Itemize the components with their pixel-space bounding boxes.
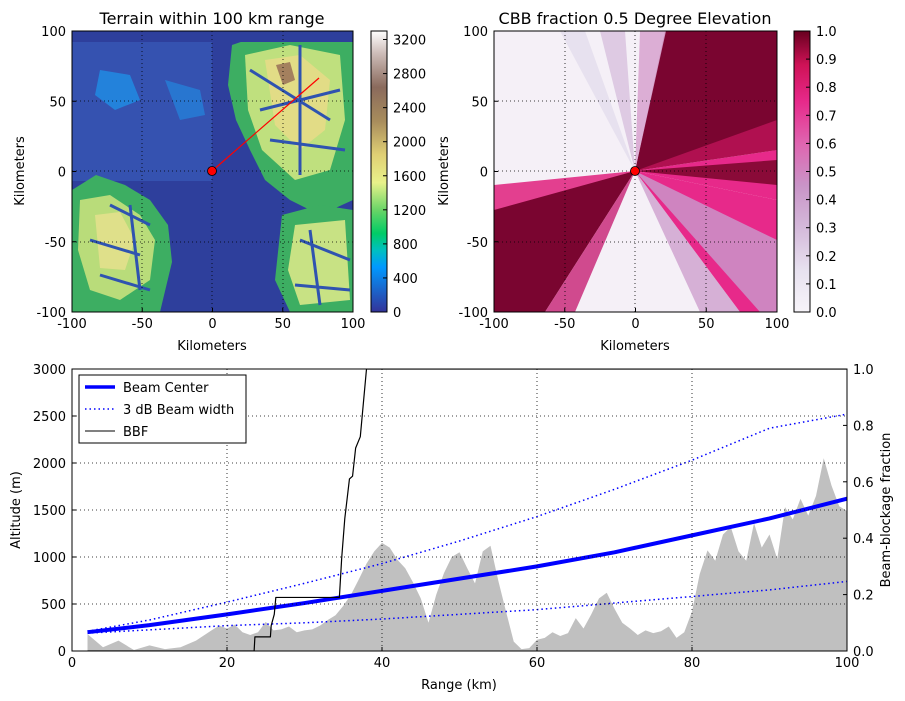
y-tick-label: 50 (471, 95, 488, 110)
profile-ylabel: Altitude (m) (9, 471, 24, 549)
colorbar-tick-label: 0.0 (816, 306, 837, 321)
colorbar-tick-label: 0.7 (816, 109, 837, 124)
colorbar-tick-label: 0.6 (816, 137, 837, 152)
legend: Beam Center 3 dB Beam width BBF (78, 374, 247, 444)
profile-axis-ticks: 0 20 40 60 80 1000500100015002000250030000.00… (33, 363, 874, 671)
x-tick-label: -50 (554, 317, 575, 332)
radar-site-marker (207, 166, 217, 176)
beam-center-line (87, 496, 847, 635)
profile-line (211, 77, 320, 172)
y-tick-label: -50 (45, 236, 66, 251)
colorbar-tick-label: 0.2 (816, 250, 837, 265)
cbb-panel: CBB fraction 0.5 Degree Elevation -100 -5… (437, 9, 837, 354)
cbb-title: CBB fraction 0.5 Degree Elevation (499, 9, 772, 28)
y-tick-label: 100 (463, 25, 488, 40)
colorbar-tick-label: 1.0 (816, 25, 837, 40)
legend-label-beam-width: 3 dB Beam width (123, 403, 234, 418)
x-tick-label: 40 (374, 656, 391, 671)
beam-width-lower-line (87, 580, 847, 634)
beam-lines (87, 369, 847, 651)
cbb-radar-site-marker (630, 166, 640, 176)
beam-profile-panel: 0 20 40 60 80 1000500100015002000250030000.00… (9, 363, 894, 693)
colorbar-tick-label: 1200 (393, 204, 426, 219)
x-tick-label: 80 (684, 656, 701, 671)
y2-tick-label: 1.0 (853, 363, 874, 378)
y2-tick-label: 0.2 (853, 589, 874, 604)
terrain-xlabel: Kilometers (177, 339, 247, 354)
x-tick-label: 0 (208, 317, 216, 332)
y-tick-label: 50 (49, 95, 66, 110)
legend-label-beam-center: Beam Center (123, 381, 209, 396)
x-tick-label: 100 (835, 656, 860, 671)
colorbar-tick-label: 800 (393, 238, 418, 253)
x-tick-label: 50 (698, 317, 715, 332)
colorbar-tick-label: 3200 (393, 34, 426, 49)
cbb-southwest-block (494, 171, 635, 312)
y-tick-label: -100 (458, 306, 488, 321)
colorbar-tick-label: 0.1 (816, 278, 837, 293)
x-tick-label: 100 (765, 317, 790, 332)
terrain-panel: Terrain within 100 km range (13, 9, 426, 354)
terrain-axis-ticks: -100 -50 0 50 100 -100 -50 0 50 100 (36, 25, 365, 332)
y-tick-label: 1000 (33, 551, 66, 566)
x-tick-label: -50 (132, 317, 153, 332)
y2-tick-label: 0.8 (853, 419, 874, 434)
y-tick-label: 2000 (33, 457, 66, 472)
colorbar-tick-label: 2400 (393, 102, 426, 117)
profile-xlabel: Range (km) (421, 678, 497, 693)
x-tick-label: 20 (219, 656, 236, 671)
y-tick-label: -100 (36, 306, 66, 321)
cbb-axis-ticks: -100 -50 0 50 100 -100 -50 0 50 100 (458, 25, 789, 332)
colorbar-tick-label: 400 (393, 272, 418, 287)
y-tick-label: 0 (58, 645, 66, 660)
profile-y2label: Beam-blockage fraction (879, 433, 894, 588)
terrain-title: Terrain within 100 km range (99, 9, 325, 28)
x-tick-label: 0 (631, 317, 639, 332)
terrain-ylabel: Kilometers (13, 136, 28, 206)
colorbar-tick-label: 0.4 (816, 194, 837, 209)
y-tick-label: -50 (467, 236, 488, 251)
colorbar-tick-label: 0.8 (816, 81, 837, 96)
terrain-profile-area (87, 458, 847, 651)
terrain-colorbar (370, 30, 388, 313)
x-tick-label: 0 (68, 656, 76, 671)
y-tick-label: 100 (41, 25, 66, 40)
terrain-colorbar-ticks: 0 400 800 1200 1600 2000 2400 2800 3200 (383, 34, 426, 321)
cbb-xlabel: Kilometers (600, 339, 670, 354)
colorbar-tick-label: 0 (393, 306, 401, 321)
x-tick-label: 60 (529, 656, 546, 671)
colorbar-tick-label: 0.5 (816, 166, 837, 181)
y2-tick-label: 0.4 (853, 532, 874, 547)
y-tick-label: 2500 (33, 410, 66, 425)
y2-tick-label: 0.6 (853, 476, 874, 491)
y-tick-label: 3000 (33, 363, 66, 378)
cbb-colorbar-ticks: 0.0 0.1 0.2 0.3 0.4 0.5 0.6 0.7 0.8 0.9 1.0 (806, 25, 837, 321)
y2-tick-label: 0.0 (853, 645, 874, 660)
terrain-map (72, 31, 353, 312)
colorbar-tick-label: 2800 (393, 68, 426, 83)
colorbar-tick-label: 1600 (393, 170, 426, 185)
x-tick-label: 50 (274, 317, 291, 332)
x-tick-label: 100 (341, 317, 366, 332)
y-tick-label: 0 (58, 166, 66, 181)
cbb-ylabel: Kilometers (437, 136, 452, 206)
y-tick-label: 1500 (33, 504, 66, 519)
colorbar-tick-label: 0.9 (816, 53, 837, 68)
bbf-line (87, 369, 847, 651)
x-tick-label: -100 (57, 317, 87, 332)
x-tick-label: -100 (479, 317, 509, 332)
colorbar-tick-label: 2000 (393, 136, 426, 151)
y-tick-label: 0 (480, 166, 488, 181)
legend-label-bbf: BBF (123, 425, 148, 440)
colorbar-tick-label: 0.3 (816, 222, 837, 237)
beam-width-upper-line (87, 413, 847, 632)
y-tick-label: 500 (41, 598, 66, 613)
